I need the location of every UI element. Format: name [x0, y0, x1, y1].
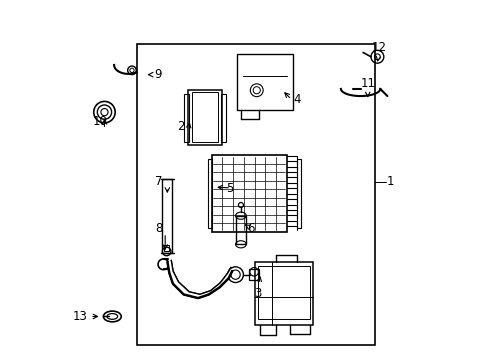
- Text: 4: 4: [293, 93, 301, 106]
- Bar: [258, 266, 309, 319]
- Text: 10: 10: [93, 115, 107, 128]
- Bar: [211, 155, 286, 232]
- Bar: [221, 94, 226, 142]
- Text: 5: 5: [225, 183, 233, 195]
- Text: 12: 12: [371, 41, 386, 54]
- Bar: [188, 90, 222, 145]
- Text: 11: 11: [360, 77, 374, 90]
- Text: 9: 9: [154, 68, 162, 81]
- Text: 3: 3: [253, 277, 261, 300]
- Polygon shape: [167, 260, 231, 298]
- Bar: [164, 245, 168, 251]
- Bar: [296, 158, 300, 228]
- Bar: [237, 54, 292, 110]
- Text: 7: 7: [155, 175, 163, 188]
- Bar: [137, 44, 374, 345]
- Text: 8: 8: [155, 222, 163, 235]
- Text: 13: 13: [72, 310, 98, 323]
- Bar: [207, 158, 212, 228]
- Text: 6: 6: [247, 222, 254, 235]
- Bar: [191, 93, 218, 143]
- Bar: [248, 269, 259, 280]
- Text: 1: 1: [386, 175, 393, 188]
- Bar: [235, 216, 246, 244]
- Text: 2: 2: [177, 120, 184, 133]
- Bar: [162, 179, 172, 252]
- Bar: [254, 262, 313, 325]
- Bar: [183, 94, 188, 142]
